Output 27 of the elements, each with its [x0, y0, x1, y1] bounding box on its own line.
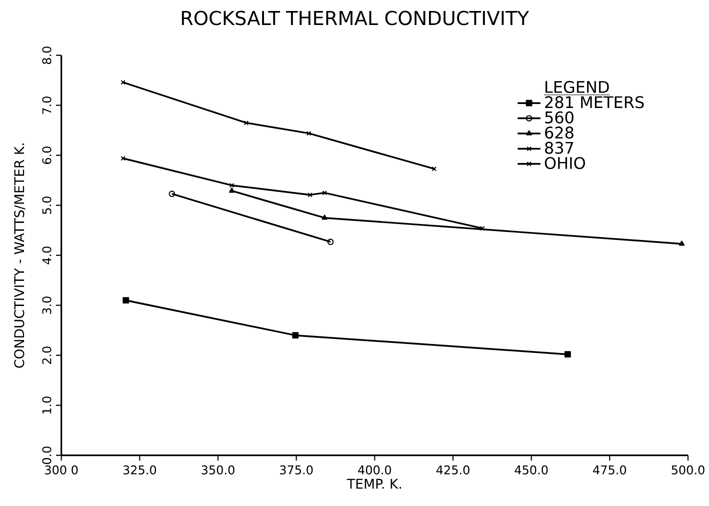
x-tick-label: 475.0 [593, 465, 626, 474]
y-tick-label: 2.0 [42, 346, 52, 364]
y-tick-label: 8.0 [42, 46, 52, 64]
y-tick-label: 1.0 [42, 396, 52, 414]
y-axis-title: CONDUCTIVITY - WATTS/METER K. [14, 144, 26, 368]
y-tick-label: 6.0 [42, 146, 52, 164]
legend-title: LEGEND [546, 80, 609, 94]
x-tick-label: 350.0 [202, 465, 234, 474]
y-tick-label: 4.0 [42, 246, 52, 264]
y-tick-label: 0.0 [42, 446, 52, 464]
x-tick-label: 425.0 [436, 465, 470, 474]
legend-label: OHIO [544, 156, 586, 170]
legend-label: 628 [545, 126, 574, 139]
legend-label: 560 [545, 111, 574, 124]
y-tick-label: 3.0 [42, 296, 52, 314]
x-tick-label: 500.0 [672, 465, 704, 474]
x-tick-label: 400.0 [358, 465, 392, 474]
x-tick-label: 375.0 [280, 465, 313, 474]
legend-label: 281 METERS [545, 96, 644, 108]
y-tick-label: 7.0 [42, 96, 52, 114]
legend-label: 837 [545, 142, 574, 154]
x-tick-label: 450.0 [514, 465, 548, 474]
x-axis-title: TEMP. K. [346, 478, 401, 489]
x-tick-label: 300 0 [45, 465, 78, 474]
chart-title: ROCKSALT THERMAL CONDUCTIVITY [182, 10, 530, 26]
x-tick-label: 325.0 [123, 465, 156, 474]
y-tick-label: 5.0 [42, 196, 52, 214]
